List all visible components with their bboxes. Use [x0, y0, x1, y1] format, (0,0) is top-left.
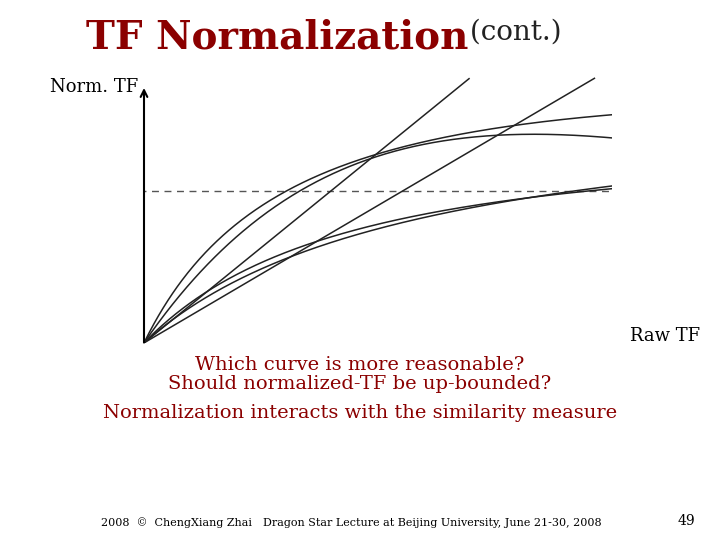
Text: Raw TF: Raw TF — [630, 327, 700, 345]
Text: TF Normalization: TF Normalization — [86, 19, 469, 57]
Text: Dragon Star Lecture at Beijing University, June 21-30, 2008: Dragon Star Lecture at Beijing Universit… — [263, 518, 601, 528]
Text: 49: 49 — [678, 514, 695, 528]
Text: Which curve is more reasonable?: Which curve is more reasonable? — [195, 356, 525, 374]
Text: Should normalized-TF be up-bounded?: Should normalized-TF be up-bounded? — [168, 375, 552, 393]
Text: (cont.): (cont.) — [461, 19, 562, 46]
Text: 2008  ©  ChengXiang Zhai: 2008 © ChengXiang Zhai — [101, 517, 252, 528]
Text: Normalization interacts with the similarity measure: Normalization interacts with the similar… — [103, 404, 617, 422]
Text: Norm. TF: Norm. TF — [50, 78, 139, 96]
